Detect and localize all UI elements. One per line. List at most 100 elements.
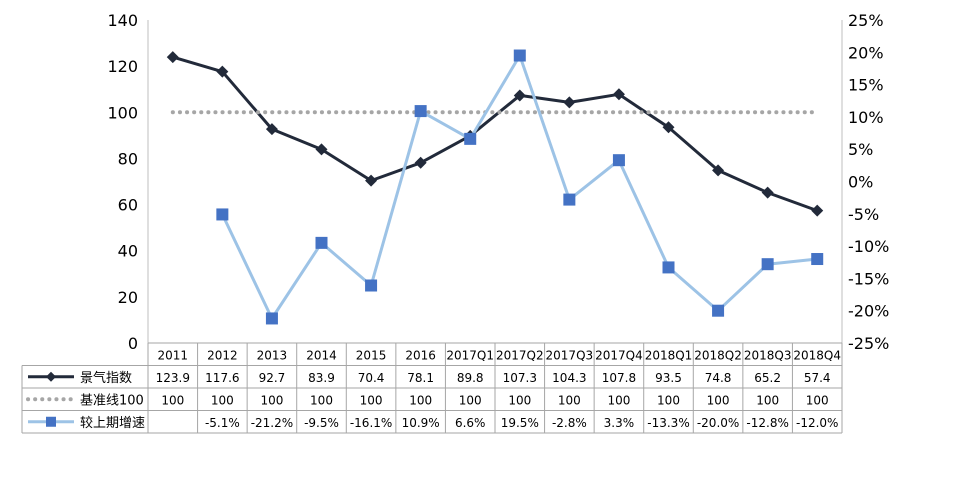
left-tick-label: 20 [118,288,138,307]
data-label: 74.8 [705,371,732,385]
point-marker-index [216,65,229,78]
category-label: 2018Q4 [793,348,841,362]
data-label: -21.2% [251,416,293,430]
point-marker-index [563,96,576,109]
series-layer [166,49,824,325]
point-marker-index [166,51,179,64]
category-label: 2013 [257,348,288,362]
data-label: 10.9% [402,416,440,430]
data-label: -13.3% [647,416,689,430]
left-tick-label: 0 [128,334,138,353]
data-label: 100 [558,393,581,407]
left-tick-label: 80 [118,149,138,168]
data-label: 104.3 [552,371,586,385]
data-label: 65.2 [754,371,781,385]
left-tick-label: 140 [107,11,138,30]
legend-marker-index [46,371,56,382]
data-label: 100 [657,393,680,407]
point-marker-growth [315,236,328,249]
axis-lines [147,20,843,343]
category-label: 2017Q2 [496,348,544,362]
point-marker-growth [365,279,378,292]
category-label: 2018Q3 [744,348,792,362]
series-name: 基准线100 [80,393,144,408]
point-marker-growth [414,105,427,118]
series-line-index [172,55,818,213]
right-axis: -25% -20% -15% -10% -5% 0% 5% 10% 15% 20% 25% [848,11,889,353]
data-label: -12.8% [746,416,788,430]
right-tick-label: -15% [848,269,889,288]
point-marker-growth [612,154,625,167]
data-label: 100 [508,393,531,407]
right-tick-label: 15% [848,76,884,95]
data-label: 107.3 [503,371,537,385]
data-label: -16.1% [350,416,392,430]
right-tick-label: 0% [848,173,873,192]
point-marker-index [315,143,328,156]
category-label: 2017Q4 [595,348,643,362]
data-label: 19.5% [501,416,539,430]
data-table: 2011 2012 2013 2014 2015 2016 2017Q1 2017Q2 2017… [21,342,843,434]
data-label: 3.3% [604,416,635,430]
data-label: 100 [459,393,482,407]
category-label: 2012 [207,348,238,362]
series-name: 景气指数 [80,370,132,386]
data-label: 93.5 [655,371,682,385]
data-label: 100 [260,393,283,407]
data-label: 100 [707,393,730,407]
data-label: -2.8% [552,416,587,430]
data-label: -20.0% [697,416,739,430]
point-marker-growth [811,253,824,266]
right-tick-label: 5% [848,140,873,159]
data-label: 78.1 [407,371,434,385]
data-label: 70.4 [358,371,385,385]
category-label: 2014 [306,348,337,362]
point-marker-index [811,204,824,217]
point-marker-growth [662,261,675,274]
category-label: 2015 [356,348,387,362]
legend-marker-growth [46,416,56,427]
category-label: 2016 [405,348,436,362]
data-label: 100 [360,393,383,407]
data-label: 92.7 [259,371,286,385]
point-marker-growth [761,258,774,271]
category-label: 2018Q1 [645,348,693,362]
data-label: 83.9 [308,371,335,385]
point-marker-index [513,89,526,102]
series-name: 较上期增速 [80,416,145,431]
point-marker-growth [513,49,526,62]
right-tick-label: -20% [848,302,889,321]
left-tick-label: 120 [107,57,138,76]
left-tick-label: 40 [118,242,138,261]
data-label: 100 [409,393,432,407]
data-label: 100 [756,393,779,407]
data-label: 89.8 [457,371,484,385]
point-marker-index [612,88,625,101]
right-tick-label: 25% [848,11,884,30]
category-label: 2018Q2 [694,348,742,362]
data-label: 100 [607,393,630,407]
data-label: -5.1% [205,416,240,430]
data-label: 100 [806,393,829,407]
data-label: -12.0% [796,416,838,430]
data-label: 6.6% [455,416,486,430]
data-label: 100 [161,393,184,407]
data-label: 123.9 [156,371,190,385]
category-label: 2017Q3 [546,348,594,362]
data-label: 100 [310,393,333,407]
point-marker-index [365,174,378,187]
category-label: 2017Q1 [446,348,494,362]
point-marker-index [712,164,725,177]
left-tick-label: 60 [118,196,138,215]
point-marker-index [265,123,278,136]
right-tick-label: 10% [848,108,884,127]
point-marker-index [414,156,427,169]
left-axis: 0 20 40 60 80 100 120 140 [107,11,138,353]
right-tick-label: -5% [848,205,879,224]
data-label: 57.4 [804,371,831,385]
data-label: 107.8 [602,371,636,385]
right-tick-label: 20% [848,43,884,62]
right-tick-label: -25% [848,334,889,353]
data-label: 100 [211,393,234,407]
category-label: 2011 [158,348,189,362]
